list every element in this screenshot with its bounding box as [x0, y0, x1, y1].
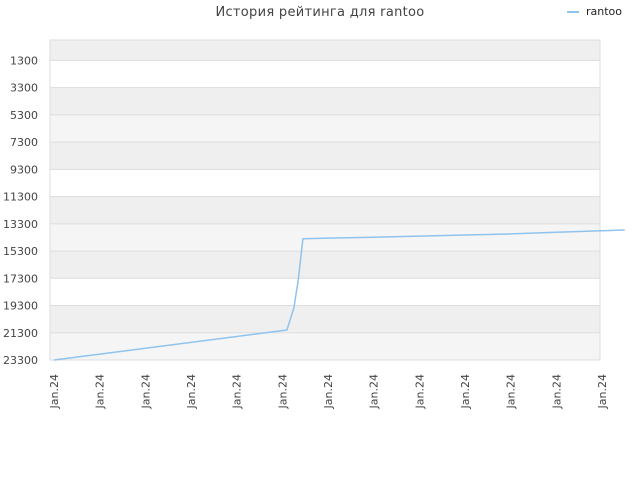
plot-band — [50, 169, 600, 197]
x-tick-label: Jan.24 — [139, 374, 152, 409]
y-tick-label: 15300 — [3, 245, 38, 258]
x-tick-label: Jan.24 — [276, 374, 289, 409]
plot-bands — [50, 40, 600, 360]
y-tick-label: 19300 — [3, 300, 38, 313]
x-tick-label: Jan.24 — [550, 374, 563, 409]
series-line — [53, 229, 625, 361]
plot-band — [50, 278, 600, 306]
series-layer — [53, 229, 625, 361]
plot-band — [50, 114, 600, 143]
y-tick-label: 13300 — [3, 218, 38, 231]
x-tick-label: Jan.24 — [322, 374, 335, 409]
x-axis: Jan.24 Jan.24 Jan.24 Jan.24 Jan.24 Jan.24 Jan.… — [48, 374, 609, 409]
y-tick-label: 1300 — [10, 54, 38, 67]
x-tick-label: Jan.24 — [368, 374, 381, 409]
x-tick-label: Jan.24 — [596, 374, 609, 409]
x-tick-label: Jan.24 — [185, 374, 198, 409]
plot-band — [50, 332, 600, 360]
chart-title: История рейтинга для rantoo — [215, 5, 425, 20]
x-tick-label: Jan.24 — [48, 374, 61, 409]
x-tick-label: Jan.24 — [459, 374, 472, 409]
legend[interactable]: rantoo — [566, 5, 622, 18]
y-tick-label: 5300 — [10, 109, 38, 122]
legend-label: rantoo — [585, 5, 622, 18]
plot-band — [50, 251, 600, 279]
y-tick-label: 21300 — [3, 327, 38, 340]
y-tick-label: 7300 — [10, 136, 38, 149]
plot-band — [50, 87, 600, 115]
y-tick-label: 23300 — [3, 354, 38, 367]
y-axis: 1300 3300 5300 7300 9300 11300 13300 15300 17300… — [3, 54, 38, 367]
y-tick-label: 9300 — [10, 163, 38, 176]
x-tick-label: Jan.24 — [231, 374, 244, 409]
legend-swatch-icon — [566, 10, 579, 13]
plot-band — [50, 40, 600, 61]
x-tick-label: Jan.24 — [94, 374, 107, 409]
x-tick-label: Jan.24 — [413, 374, 426, 409]
y-tick-label: 3300 — [10, 82, 38, 95]
plot-band — [50, 60, 600, 88]
plot-band — [50, 305, 600, 333]
plot-frame — [49, 39, 601, 361]
plot-band — [50, 196, 600, 224]
x-tick-label: Jan.24 — [505, 374, 518, 409]
y-tick-label: 11300 — [3, 191, 38, 204]
y-tick-label: 17300 — [3, 272, 38, 285]
plot-band — [50, 142, 600, 170]
